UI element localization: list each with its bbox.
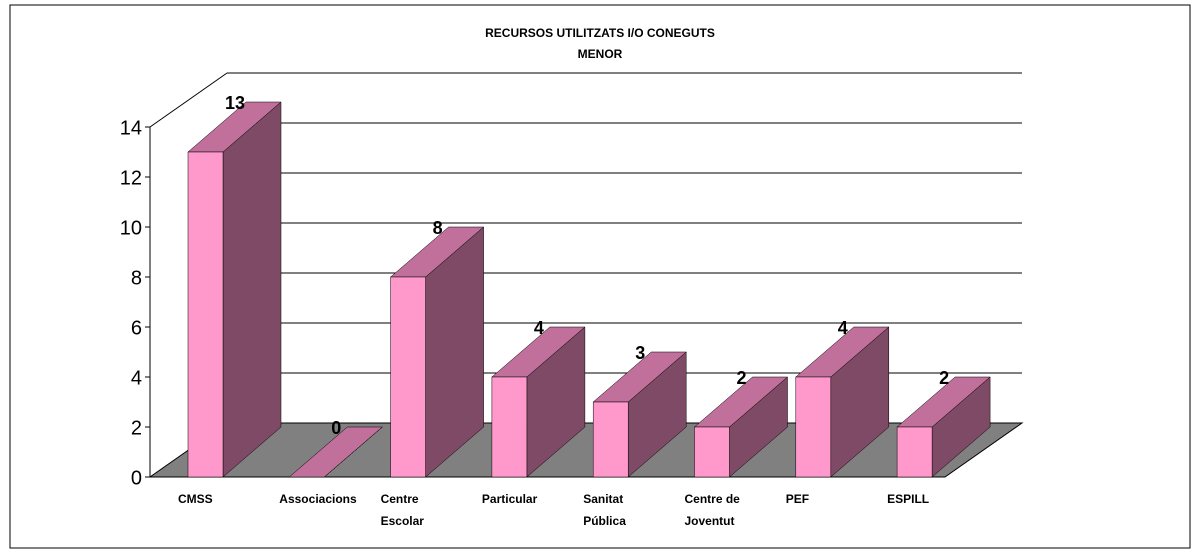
value-label: 8: [433, 218, 443, 238]
x-tick-label: Centre de Joventut: [684, 492, 740, 528]
bar-top: [288, 426, 383, 478]
value-label: 2: [939, 368, 949, 388]
value-label: 0: [331, 418, 341, 438]
wall-edge: [149, 72, 228, 128]
bar: [390, 276, 426, 478]
x-tick-label: CMSS: [178, 492, 213, 506]
bar: [187, 151, 224, 478]
y-tick-label: 2: [131, 417, 142, 439]
y-tick-label: 10: [120, 217, 142, 239]
value-label: 2: [736, 368, 746, 388]
value-label: 4: [838, 318, 848, 338]
floor: [148, 422, 1024, 478]
value-label: 3: [635, 343, 645, 363]
y-tick-label: 8: [131, 267, 142, 289]
x-tick-label: Particular: [481, 492, 538, 506]
x-tick-label: PEF: [785, 492, 810, 506]
value-label: 13: [225, 93, 245, 113]
x-tick-label: ESPILL: [887, 492, 930, 506]
value-label: 4: [534, 318, 544, 338]
y-tick-label: 14: [120, 117, 142, 139]
y-tick-label: 6: [131, 317, 142, 339]
y-tick-label: 4: [131, 367, 142, 389]
x-tick-label: Sanitat Pública: [583, 492, 626, 528]
y-tick-label: 0: [131, 467, 142, 489]
chart-subtitle: MENOR: [578, 47, 623, 61]
bar: [592, 401, 629, 478]
bar: [491, 376, 528, 478]
bar: [694, 426, 730, 478]
y-tick-label: 12: [120, 167, 142, 189]
x-tick-label: Associacions: [279, 492, 357, 506]
x-tick-label: Centre Escolar: [380, 492, 424, 528]
bar: [896, 426, 933, 478]
chart-title: RECURSOS UTILITZATS I/O CONEGUTS: [485, 26, 715, 40]
bar: [795, 376, 832, 478]
bar-side: [222, 101, 282, 478]
